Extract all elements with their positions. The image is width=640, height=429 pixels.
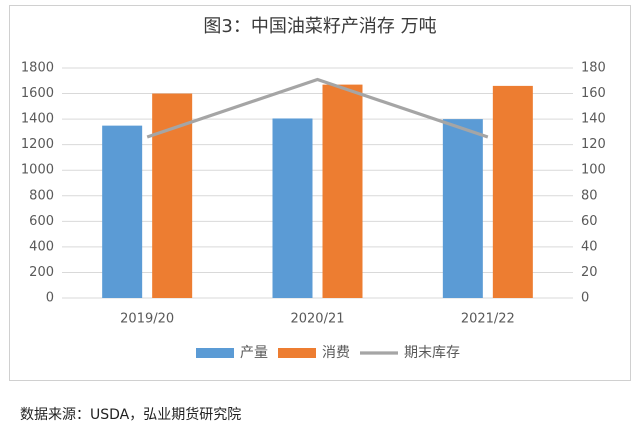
legend-swatch — [278, 348, 316, 358]
x-tick-label: 2019/20 — [120, 312, 174, 327]
y-right-tick-label: 40 — [581, 239, 598, 254]
legend-label: 消费 — [322, 345, 350, 361]
y-right-tick-label: 100 — [581, 163, 606, 178]
bar-production — [102, 125, 143, 298]
y-left-tick-label: 600 — [29, 214, 54, 229]
y-right-tick-label: 80 — [581, 188, 598, 203]
y-left-tick-label: 1800 — [21, 61, 54, 76]
line-ending-stock — [146, 77, 489, 139]
legend-label: 产量 — [240, 345, 268, 361]
y-right-tick-label: 140 — [581, 112, 606, 127]
legend-swatch — [196, 348, 234, 358]
source-note: 数据来源：USDA，弘业期货研究院 — [20, 407, 242, 423]
y-right-tick-label: 0 — [581, 291, 589, 306]
y-left-tick-label: 800 — [29, 188, 54, 203]
y-left-tick-label: 400 — [29, 239, 54, 254]
y-left-tick-label: 200 — [29, 265, 54, 280]
y-left-tick-label: 1600 — [21, 86, 54, 101]
x-tick-label: 2020/21 — [290, 312, 344, 327]
bar-production — [272, 118, 313, 298]
y-right-tick-label: 160 — [581, 86, 606, 101]
x-tick-label: 2021/22 — [461, 312, 515, 327]
chart-title: 图3：中国油菜籽产消存 万吨 — [203, 16, 437, 37]
y-left-tick-label: 0 — [46, 291, 54, 306]
legend-label: 期末库存 — [404, 345, 460, 361]
y-left-tick-label: 1200 — [21, 137, 54, 152]
bar-consumption — [322, 84, 363, 298]
y-left-tick-label: 1400 — [21, 112, 54, 127]
y-right-tick-label: 180 — [581, 61, 606, 76]
y-right-tick-label: 20 — [581, 265, 598, 280]
y-right-tick-label: 60 — [581, 214, 598, 229]
bar-consumption — [492, 85, 533, 298]
y-right-tick-label: 120 — [581, 137, 606, 152]
bar-production — [442, 119, 483, 298]
y-left-tick-label: 1000 — [21, 163, 54, 178]
